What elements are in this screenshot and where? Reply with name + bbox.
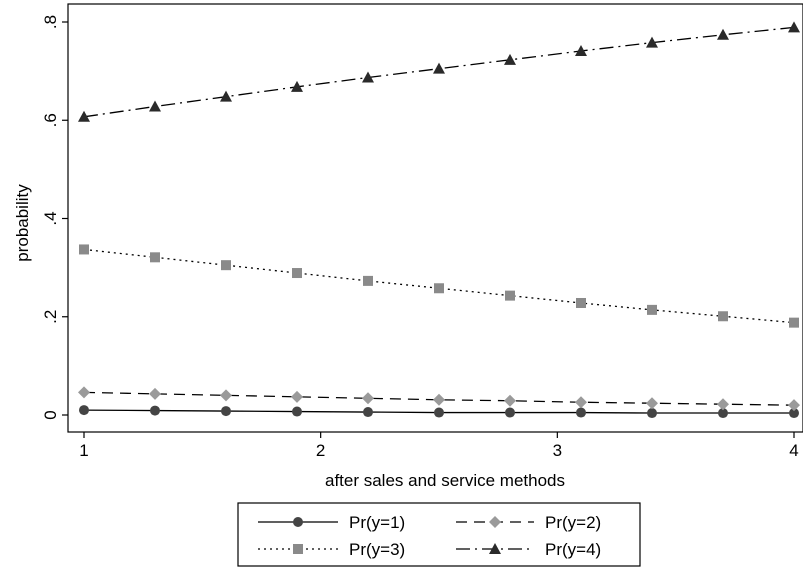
data-point [363,275,373,286]
data-point [717,398,729,411]
data-point [221,260,231,271]
x-tick-label: 1 [79,441,88,460]
series-4 [78,21,800,122]
data-point [292,406,302,417]
data-point [718,408,728,419]
data-point [575,396,587,409]
x-tick-label: 2 [316,441,325,460]
data-point [78,110,90,122]
data-point [292,268,302,279]
data-point [788,399,800,412]
legend-label: Pr(y=2) [545,513,601,532]
series-line [83,248,795,324]
legend-label: Pr(y=4) [545,540,601,559]
data-point [434,407,444,418]
data-point [433,393,445,406]
legend-box [237,502,641,567]
legend-entry: Pr(y=1) [258,513,405,532]
axes: 1 2 3 4 0 .2 .4 .6 .8 [41,15,799,460]
legend-entry: Pr(y=2) [456,513,601,532]
data-point [220,389,232,402]
series-3 [79,244,799,328]
data-point [717,28,729,40]
y-tick-label: .4 [41,211,60,225]
data-point [505,290,515,301]
data-point [79,405,89,416]
data-point [220,90,232,102]
y-tick-label: .6 [41,113,60,127]
data-point [434,283,444,294]
data-point [718,311,728,322]
series-2 [78,386,800,412]
data-point [575,44,587,56]
series-1 [79,405,799,419]
y-tick-label: .8 [41,15,60,29]
data-point [646,397,658,410]
legend-entry: Pr(y=4) [456,540,601,559]
x-tick-label: 4 [789,441,798,460]
legend-marker [489,516,501,528]
legend-marker [293,544,303,554]
data-point [362,71,374,83]
data-point [149,100,161,112]
x-tick-label: 3 [553,441,562,460]
data-point [789,408,799,419]
data-point [149,387,161,400]
data-point [363,407,373,418]
data-point [789,317,799,328]
data-point [291,390,303,403]
data-point [291,80,303,92]
data-point [647,408,657,419]
data-point [150,405,160,416]
data-point [646,36,658,48]
legend-marker [489,543,501,554]
y-tick-label: 0 [41,410,60,419]
data-point [150,252,160,263]
data-point [504,53,516,65]
data-point [647,304,657,315]
data-point [504,394,516,407]
series-layer [78,21,800,419]
data-point [576,407,586,418]
legend-label: Pr(y=3) [349,540,405,559]
data-point [79,244,89,255]
x-axis-title: after sales and service methods [325,471,565,490]
legend-entry: Pr(y=3) [258,540,405,559]
y-tick-label: .2 [41,310,60,324]
data-point [78,386,90,399]
data-point [362,392,374,405]
legend-label: Pr(y=1) [349,513,405,532]
legend-marker [293,517,303,527]
data-point [221,406,231,417]
data-point [433,62,445,74]
y-axis-title: probability [13,184,32,262]
data-point [788,21,800,33]
series-line [83,391,795,406]
data-point [505,407,515,418]
legend: Pr(y=1) Pr(y=2) Pr(y=3) Pr(y=4) [237,502,641,567]
data-point [576,297,586,308]
